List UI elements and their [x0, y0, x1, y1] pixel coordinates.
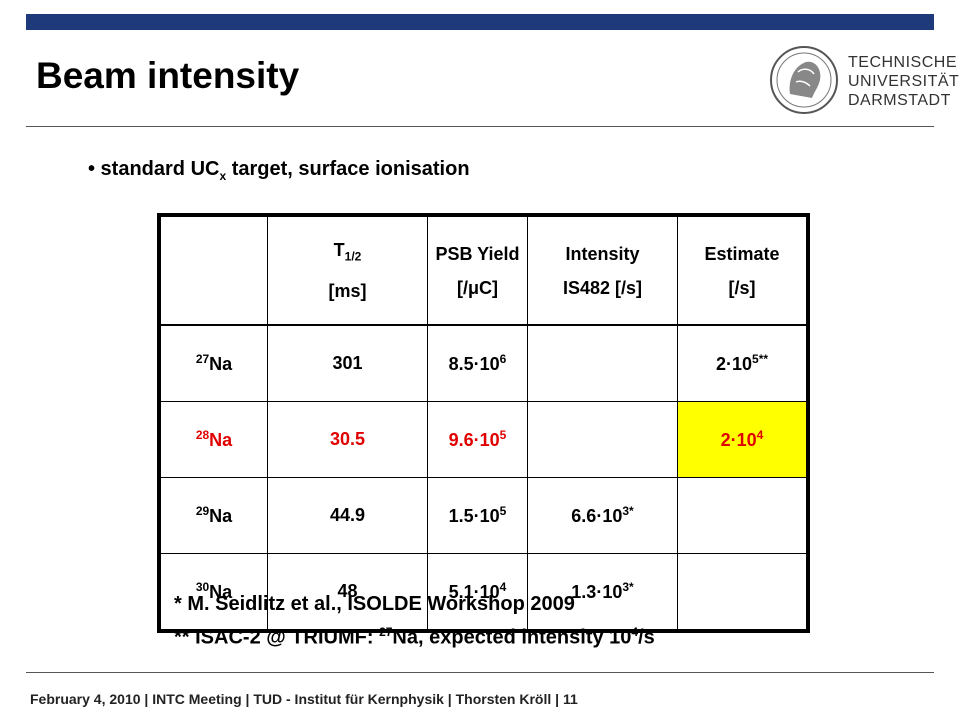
bullet-subscript: x [219, 169, 227, 183]
table-row: 28Na 30.5 9.6·105 2·104 [160, 401, 807, 478]
slide-footer: February 4, 2010 | INTC Meeting | TUD - … [30, 691, 578, 707]
estimate-cell [677, 553, 807, 630]
thalf-cell: 301 [267, 324, 428, 402]
header-intensity: Intensity IS482 [/s] [527, 216, 678, 326]
yield-exp: 6 [499, 352, 507, 366]
logo-wordmark: TECHNISCHE UNIVERSITÄT DARMSTADT [848, 53, 959, 110]
estimate-base: 2·10 [715, 354, 752, 374]
thalf-cell: 30.5 [267, 401, 428, 478]
yield-exp: 5 [499, 428, 507, 442]
intensity-base: 6.6·10 [571, 506, 623, 526]
footer-divider [26, 672, 934, 673]
yield-exp: 4 [499, 580, 507, 594]
header-estimate-label: Estimate [704, 243, 780, 264]
yield-base: 5.1·10 [448, 582, 500, 602]
estimate-cell: 2·105** [677, 324, 807, 402]
yield-cell: 8.5·106 [427, 324, 528, 402]
yield-exp: 5 [499, 504, 507, 518]
intensity-base: 1.3·10 [571, 582, 623, 602]
header-psb-unit-post: C] [479, 277, 498, 298]
table-header-row: T1/2 [ms] PSB Yield [/μC] Intensity IS482 [… [160, 216, 807, 326]
yield-cell: 9.6·105 [427, 401, 528, 478]
estimate-base: 2·10 [720, 430, 757, 450]
header-intensity-label: Intensity [565, 243, 640, 264]
yield-cell: 1.5·105 [427, 477, 528, 554]
table-row: 27Na 301 8.5·106 2·105** [160, 324, 807, 402]
footnote-2-post: /s [638, 626, 655, 649]
header-thalf-sub: 1/2 [344, 249, 362, 264]
university-logo: TECHNISCHE UNIVERSITÄT DARMSTADT [768, 44, 959, 120]
isotope-cell: 29Na [160, 477, 268, 554]
footnote-2-mid: Na, expected intensity 10 [392, 626, 632, 649]
estimate-exp: 4 [756, 428, 764, 442]
isotope-element: Na [209, 506, 233, 526]
intensity-cell: 1.3·103* [527, 553, 678, 630]
intensity-exp: 3 [622, 580, 630, 594]
logo-line-2: UNIVERSITÄT [848, 73, 960, 90]
bullet-text: • standard UC [88, 158, 220, 180]
yield-base: 9.6·10 [448, 430, 500, 450]
header-thalf-label: T [333, 240, 345, 261]
yield-base: 8.5·10 [448, 354, 500, 374]
isotope-element: Na [209, 354, 233, 374]
isotope-mass: 27 [195, 352, 210, 366]
intensity-mark: * [629, 580, 634, 594]
footnote-1: * M. Seidlitz et al., ISOLDE Workshop 20… [174, 593, 575, 615]
header-empty-cell [160, 216, 268, 326]
logo-line-1: TECHNISCHE [848, 54, 958, 71]
estimate-cell [677, 477, 807, 554]
slide-title: Beam intensity [36, 55, 300, 96]
isotope-mass: 30 [195, 580, 210, 594]
bullet-text-end: target, surface ionisation [226, 158, 470, 180]
footnote-2: ** ISAC-2 @ TRIUMF: 27Na, expected inten… [174, 618, 655, 652]
header-thalf: T1/2 [ms] [267, 216, 428, 326]
estimate-cell-highlighted: 2·104 [677, 401, 807, 478]
logo-line-3: DARMSTADT [848, 92, 951, 109]
data-table: T1/2 [ms] PSB Yield [/μC] Intensity IS482 [… [157, 213, 810, 633]
header-psb-unit-mu: μ [467, 277, 479, 298]
header-psb-yield: PSB Yield [/μC] [427, 216, 528, 326]
intensity-cell [527, 401, 678, 478]
header-estimate: Estimate [/s] [677, 216, 807, 326]
header-intensity-unit: IS482 [/s] [562, 277, 643, 298]
thalf-cell: 44.9 [267, 477, 428, 554]
top-accent-bar [26, 14, 934, 30]
table-row: 30Na 48 5.1·104 1.3·103* [160, 553, 807, 630]
header-psb-unit-pre: [/ [456, 277, 468, 298]
intensity-cell [527, 324, 678, 402]
isotope-element: Na [209, 430, 233, 450]
footnotes: * M. Seidlitz et al., ISOLDE Workshop 20… [174, 590, 655, 652]
intensity-exp: 3 [622, 504, 630, 518]
estimate-mark: ** [758, 352, 769, 366]
header-thalf-unit: [ms] [328, 280, 367, 301]
bullet-point: • standard UCx target, surface ionisatio… [88, 158, 470, 183]
isotope-element: Na [209, 582, 233, 602]
footnote-2-mass: 27 [379, 625, 393, 639]
isotope-mass: 28 [195, 428, 210, 442]
isotope-cell: 27Na [160, 324, 268, 402]
estimate-exp: 5 [752, 352, 759, 366]
footnote-2-pre: ** ISAC-2 @ TRIUMF: [174, 626, 380, 649]
athena-seal-icon [770, 46, 838, 114]
header-estimate-unit: [/s] [728, 277, 756, 298]
header-psb-label: PSB Yield [435, 243, 520, 264]
isotope-mass: 29 [195, 504, 210, 518]
table-row: 29Na 44.9 1.5·105 6.6·103* [160, 477, 807, 554]
footnote-2-exp: 4 [631, 625, 639, 639]
yield-base: 1.5·10 [448, 506, 500, 526]
header-divider [26, 126, 934, 127]
intensity-mark: * [629, 504, 634, 518]
intensity-cell: 6.6·103* [527, 477, 678, 554]
isotope-cell: 28Na [160, 401, 268, 478]
thalf-cell: 48 [267, 553, 428, 630]
isotope-cell: 30Na [160, 553, 268, 630]
